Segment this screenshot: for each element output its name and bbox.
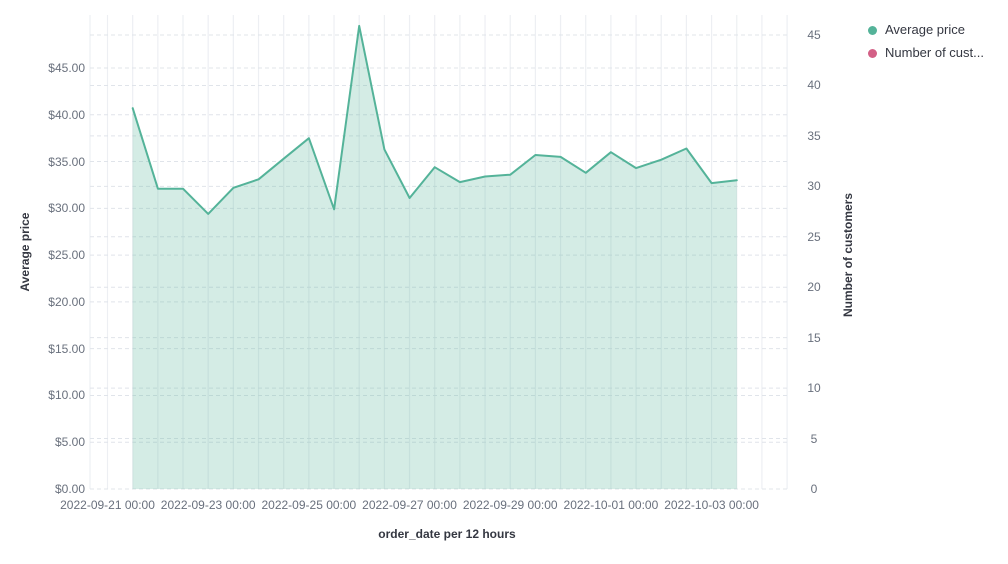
y-axis-tick-label: 20 [807, 280, 821, 295]
legend-label: Number of cust... [885, 45, 984, 60]
y-axis-tick-label: $5.00 [54, 435, 85, 450]
y-axis-tick-label: $35.00 [48, 154, 85, 169]
y-axis-tick-label: $25.00 [48, 248, 85, 263]
x-axis-tick-label: 2022-09-21 00:00 [60, 498, 155, 512]
x-axis-tick-label: 2022-09-25 00:00 [261, 498, 357, 512]
x-axis-tick-label: 2022-09-23 00:00 [160, 498, 256, 512]
y-axis-tick-label: 45 [807, 28, 821, 42]
y-axis-tick-label: $30.00 [48, 201, 85, 216]
x-axis-title: order_date per 12 hours [378, 527, 516, 541]
y-axis-tick-label: 35 [807, 128, 821, 143]
x-axis-tick-label: 2022-09-29 00:00 [462, 498, 558, 512]
y-axis-tick-label: 5 [810, 431, 818, 446]
legend-dot-pink-icon [868, 48, 877, 58]
legend-item-average-price[interactable]: Average price [868, 21, 984, 39]
y-axis-tick-label: $40.00 [48, 107, 85, 122]
y-axis-tick-label: $0.00 [54, 482, 85, 496]
legend-label: Average price [885, 22, 965, 37]
x-axis-tick-label: 2022-10-01 00:00 [563, 498, 659, 512]
y-axis-tick-label: 25 [807, 229, 821, 244]
y-axis-tick-label: $45.00 [48, 61, 85, 75]
y-axis-tick-label: 30 [807, 179, 821, 194]
y-axis-tick-label: $15.00 [48, 341, 85, 356]
legend-dot-teal-icon [868, 25, 877, 35]
vertical-gridlines [89, 15, 788, 489]
x-axis-tick-label: 2022-09-27 00:00 [362, 498, 457, 512]
y-axis-right-title: Number of customers [841, 192, 855, 318]
chart-legend: Average price Number of cust... [868, 21, 984, 62]
y-axis-tick-label: $20.00 [48, 294, 85, 309]
line-series-average-price [131, 24, 738, 215]
y-axis-tick-label: 10 [807, 381, 821, 396]
y-axis-tick-label: $10.00 [48, 388, 85, 403]
y-axis-tick-label: 15 [807, 330, 821, 345]
x-axis-tick-label: 2022-10-03 00:00 [664, 498, 759, 512]
legend-item-number-of-customers[interactable]: Number of cust... [868, 44, 984, 62]
y-axis-left-title: Average price [18, 212, 32, 292]
y-axis-tick-label: 0 [810, 482, 818, 496]
y-axis-tick-label: 40 [807, 78, 821, 93]
horizontal-gridlines [90, 34, 790, 490]
area-series-average-price [132, 25, 737, 490]
